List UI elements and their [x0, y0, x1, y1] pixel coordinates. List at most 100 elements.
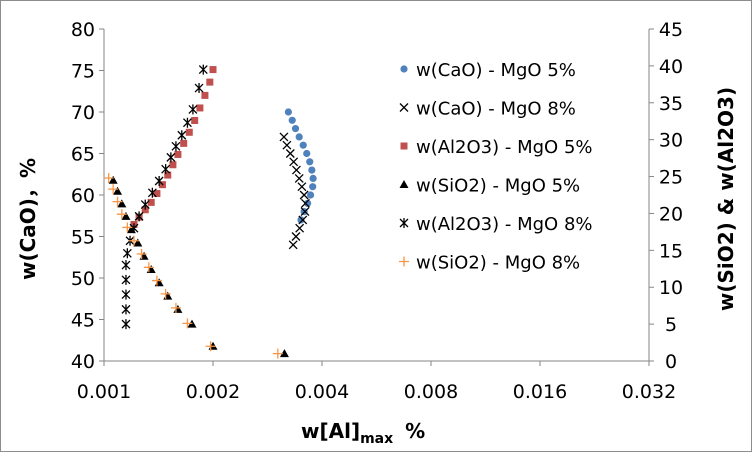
data-point — [166, 152, 176, 163]
data-point — [180, 139, 188, 147]
legend-marker — [399, 218, 409, 228]
data-point — [173, 304, 183, 313]
data-point — [291, 125, 300, 133]
data-point — [300, 207, 310, 217]
data-point — [185, 128, 193, 136]
data-point — [146, 265, 156, 274]
x-tick-label: 0.032 — [622, 381, 676, 403]
series-group — [103, 173, 283, 359]
data-point — [284, 108, 292, 116]
data-point — [306, 158, 314, 166]
data-point — [108, 184, 119, 195]
data-point — [113, 186, 123, 195]
data-point — [198, 64, 208, 75]
data-point — [300, 198, 310, 208]
data-point — [309, 183, 317, 191]
y-tick-label: 65 — [71, 144, 95, 166]
data-point — [291, 165, 301, 175]
data-point — [128, 235, 139, 246]
data-point — [121, 260, 131, 271]
data-point — [285, 149, 295, 158]
data-point — [205, 341, 216, 352]
data-point — [206, 78, 214, 86]
y-tick-label: 60 — [71, 185, 95, 207]
data-point — [279, 349, 289, 358]
data-point — [299, 141, 307, 149]
data-point — [304, 199, 312, 207]
y-tick-label: 55 — [71, 227, 95, 249]
y2-tick-label: 5 — [665, 314, 677, 336]
x-tick-label: 0.002 — [186, 381, 240, 403]
data-point — [282, 140, 292, 150]
series-group — [284, 108, 317, 224]
data-point — [209, 66, 217, 74]
y2-tick-label: 15 — [659, 240, 683, 262]
y-tick-label: 40 — [71, 351, 95, 373]
data-point — [164, 171, 172, 179]
data-point — [288, 116, 296, 124]
data-point — [308, 166, 316, 174]
series-group — [279, 132, 310, 250]
data-point — [103, 173, 114, 184]
y2-tick-label: 30 — [659, 130, 683, 152]
y2-axis-label: w(SiO2) & w(Al2O3) — [714, 87, 738, 311]
y2-tick-label: 45 — [659, 19, 683, 41]
series-group — [130, 66, 217, 229]
data-point — [174, 150, 182, 158]
x-axis-label-subscript: max — [360, 431, 393, 447]
data-point — [295, 223, 305, 233]
tick-labels-group: 40 45 50 55 60 65 70 75 80 0 5 10 15 20 25 30 35 40 45 0.00… — [71, 19, 683, 403]
y2-tick-label: 35 — [659, 93, 683, 115]
y-tick-label: 45 — [71, 310, 95, 332]
data-point — [121, 319, 131, 330]
data-point — [116, 209, 127, 220]
data-point — [122, 248, 132, 259]
x-axis-label-main: w[Al] — [301, 419, 360, 443]
data-point — [121, 274, 131, 285]
x-tick-label: 0.001 — [77, 381, 131, 403]
data-point — [136, 249, 147, 260]
data-point — [182, 318, 193, 329]
y-axis-label: w(CaO)，% — [16, 158, 40, 280]
data-point — [140, 199, 150, 210]
legend-marker — [400, 142, 408, 150]
legend-marker — [400, 65, 408, 73]
data-point — [121, 211, 131, 220]
legend-entry: w(Al2O3) - MgO 8% — [416, 214, 593, 235]
data-point — [289, 157, 299, 167]
y-tick-label: 50 — [71, 268, 95, 290]
data-point — [160, 288, 171, 299]
axes-group — [99, 28, 654, 366]
data-point — [196, 104, 204, 112]
data-point — [298, 215, 308, 225]
data-point — [117, 199, 127, 208]
data-point — [303, 149, 311, 158]
data-point — [194, 83, 204, 94]
data-point — [171, 141, 181, 152]
data-point — [154, 175, 164, 186]
y2-tick-label: 25 — [659, 167, 683, 189]
data-point — [177, 130, 187, 141]
data-point — [163, 291, 173, 300]
data-point — [279, 132, 289, 142]
data-point — [154, 278, 164, 287]
data-point — [161, 164, 171, 175]
data-point — [191, 116, 199, 124]
data-point — [121, 304, 131, 315]
data-point — [141, 206, 149, 214]
legend-entry: w(SiO2) - MgO 8% — [416, 253, 580, 274]
y-tick-label: 75 — [71, 61, 95, 83]
data-point — [170, 302, 181, 313]
data-point — [143, 262, 154, 273]
data-point — [108, 175, 118, 184]
x-tick-label: 0.016 — [513, 381, 567, 403]
data-point — [272, 348, 283, 359]
data-point — [299, 190, 309, 200]
data-point — [182, 117, 192, 128]
data-point — [288, 240, 298, 250]
legend: w(CaO) - MgO 5% w(CaO) - MgO 8% w(Al2O3) -… — [399, 60, 593, 274]
data-point — [188, 104, 198, 115]
y-tick-label: 70 — [71, 102, 95, 124]
